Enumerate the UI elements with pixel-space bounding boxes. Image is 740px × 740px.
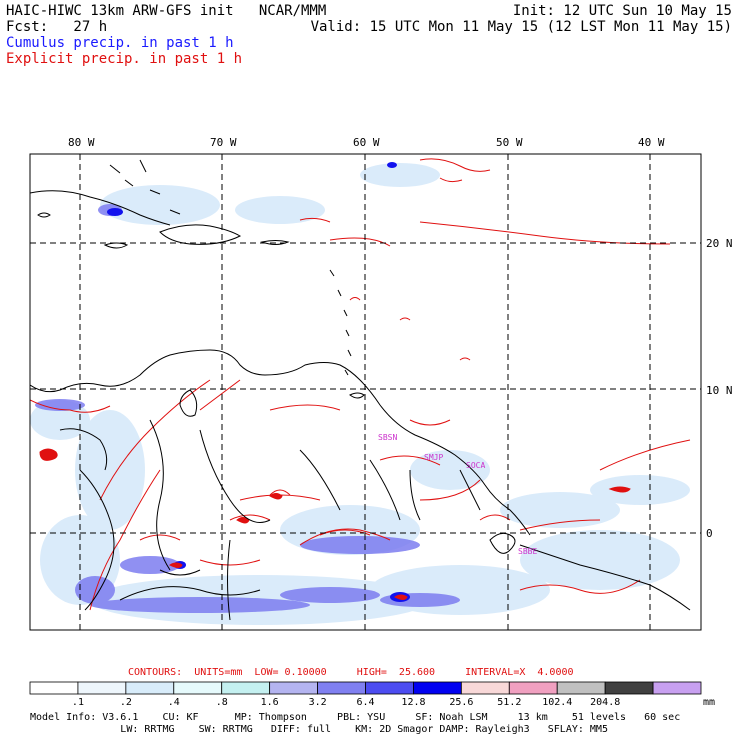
lon-label-80w: 80 W <box>68 136 95 149</box>
colorbar-unit: mm <box>703 697 716 708</box>
colorbar-swatch <box>77 681 127 695</box>
lat-label-20n: 20 N <box>706 237 733 250</box>
colorbar-label: 12.8 <box>401 697 426 708</box>
colorbar-swatch <box>173 681 223 695</box>
colorbar-swatch <box>269 681 318 695</box>
header-left-line2: Fcst: 27 h <box>6 19 108 35</box>
header-right-line1: Init: 12 UTC Sun 10 May 15 <box>512 3 732 19</box>
legend-cumulus: Cumulus precip. in past 1 h <box>6 35 234 51</box>
colorbar-swatch <box>413 681 462 695</box>
colorbar-label: 6.4 <box>356 697 375 708</box>
colorbar-swatch <box>460 681 510 695</box>
header-right-line2: Valid: 15 UTC Mon 11 May 15 (12 LST Mon … <box>310 19 732 35</box>
contours-info: CONTOURS: UNITS=mm LOW= 0.10000 HIGH= 25… <box>128 667 574 678</box>
map-frame <box>29 153 702 631</box>
colorbar-label: 102.4 <box>542 697 573 708</box>
colorbar-label: 3.2 <box>308 697 327 708</box>
colorbar-label: .2 <box>119 697 132 708</box>
lon-label-50w: 50 W <box>496 136 523 149</box>
colorbar-swatch <box>125 681 175 695</box>
colorbar-label: 51.2 <box>497 697 522 708</box>
cell-labels: SBSN SMJP SOCA SBBE <box>378 433 537 556</box>
legend-explicit: Explicit precip. in past 1 h <box>6 51 243 67</box>
cell-label-sbsn: SBSN <box>378 433 397 442</box>
colorbar-label: .1 <box>71 697 84 708</box>
colorbar-swatch <box>604 681 654 695</box>
header-left-line1: HAIC-HIWC 13km ARW-GFS init NCAR/MMM <box>6 3 327 19</box>
colorbar <box>29 681 702 695</box>
lon-label-70w: 70 W <box>210 136 237 149</box>
colorbar-swatch <box>508 681 558 695</box>
cell-label-smjp: SMJP <box>424 453 443 462</box>
colorbar-swatch <box>221 681 271 695</box>
colorbar-swatch <box>317 681 366 695</box>
coastlines <box>30 159 691 621</box>
lon-label-40w: 40 W <box>638 136 665 149</box>
model-info-line2: LW: RRTMG SW: RRTMG DIFF: full KM: 2D Sm… <box>30 724 608 735</box>
colorbar-swatch <box>29 681 79 695</box>
cell-label-soca: SOCA <box>466 461 485 470</box>
colorbar-swatch <box>652 681 702 695</box>
colorbar-label: 204.8 <box>590 697 621 708</box>
lon-label-60w: 60 W <box>353 136 380 149</box>
explicit-precip-contours <box>30 158 691 611</box>
cell-label-sbbe: SBBE <box>518 547 537 556</box>
colorbar-label: 25.6 <box>449 697 474 708</box>
lat-label-0: 0 <box>706 527 713 540</box>
colorbar-label: .8 <box>215 697 228 708</box>
colorbar-label: 1.6 <box>260 697 279 708</box>
lat-label-10n: 10 N <box>706 384 733 397</box>
colorbar-swatch <box>365 681 414 695</box>
colorbar-label: .4 <box>167 697 180 708</box>
colorbar-swatch <box>556 681 606 695</box>
lat-lon-grid <box>30 154 701 630</box>
model-info-line1: Model Info: V3.6.1 CU: KF MP: Thompson P… <box>30 712 681 723</box>
